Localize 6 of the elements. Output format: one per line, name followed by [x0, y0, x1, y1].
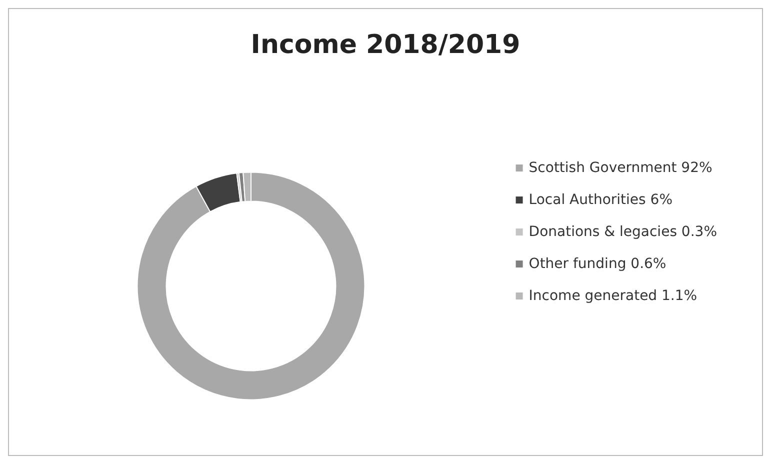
legend-label: Income generated 1.1% [528, 288, 698, 304]
chart-title: Income 2018/2019 [250, 30, 520, 60]
legend-label: Donations & legacies 0.3% [528, 224, 718, 240]
legend-label: Local Authorities 6% [528, 192, 673, 208]
legend-label: Scottish Government 92% [528, 160, 712, 176]
legend-label: Other funding 0.6% [528, 256, 666, 272]
